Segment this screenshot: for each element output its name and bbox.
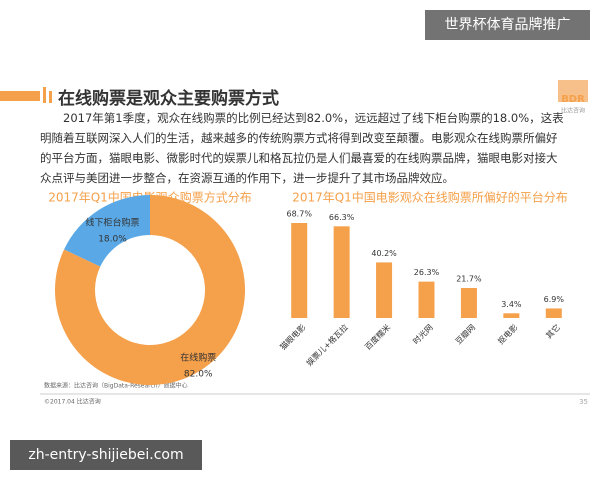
x-tick-label: 豆瓣网 bbox=[453, 322, 477, 346]
page-number: 35 bbox=[579, 398, 588, 406]
x-tick-label: 娱票儿+格瓦拉 bbox=[304, 322, 350, 368]
bar bbox=[291, 223, 308, 318]
bar-value: 6.9% bbox=[544, 295, 565, 304]
title-bar bbox=[0, 91, 40, 101]
donut-slice bbox=[55, 195, 245, 385]
slice-value: 18.0% bbox=[98, 234, 127, 244]
bar bbox=[460, 287, 477, 318]
x-tick-label: 百度糯米 bbox=[363, 322, 393, 352]
paragraph: 2017年第1季度，观众在线购票的比例已经达到82.0%，远远超过了线下柜台购票… bbox=[40, 111, 564, 185]
bar-value: 26.3% bbox=[414, 268, 440, 277]
bar-value: 40.2% bbox=[371, 249, 397, 258]
bar-value: 21.7% bbox=[456, 274, 482, 283]
copyright: ©2017.04 比达咨询 bbox=[44, 398, 101, 406]
logo-shape bbox=[558, 80, 588, 102]
bar bbox=[333, 226, 350, 318]
overlay-label: 世界杯体育品牌推广 bbox=[425, 10, 590, 40]
bar bbox=[418, 281, 435, 318]
bar-value: 66.3% bbox=[329, 213, 355, 222]
slice-label: 在线购票 bbox=[180, 351, 216, 363]
charts: 2017年Q1中国电影观众购票方式分布线下柜台购票18.0%在线购票82.0%2… bbox=[48, 190, 568, 385]
slide-title: 在线购票是观众主要购票方式 bbox=[58, 89, 279, 109]
bar-value: 3.4% bbox=[501, 300, 522, 309]
bar-value: 68.7% bbox=[287, 210, 313, 219]
slice-value: 82.0% bbox=[184, 369, 213, 379]
bar bbox=[545, 308, 562, 318]
donut-slice bbox=[64, 195, 150, 267]
x-tick-label: 抠电影 bbox=[495, 322, 519, 346]
watermark: zh-entry-shijiebei.com bbox=[10, 440, 202, 470]
slice-label: 线下柜台购票 bbox=[85, 216, 139, 228]
x-tick-label: 时光网 bbox=[411, 322, 435, 346]
logo-name: 比达咨询 bbox=[561, 107, 585, 115]
x-tick-label: 其它 bbox=[544, 322, 562, 340]
x-tick-label: 猫眼电影 bbox=[278, 322, 308, 352]
bar bbox=[376, 262, 393, 318]
title-tick bbox=[49, 91, 52, 103]
source: 数据来源：比达咨询（BigData-Research）数据中心 bbox=[44, 382, 188, 390]
bar bbox=[503, 313, 520, 318]
title-tick bbox=[43, 87, 46, 103]
chart-title: 2017年Q1中国电影观众在线购票所偏好的平台分布 bbox=[292, 190, 568, 205]
logo-abbr: BDR bbox=[561, 94, 585, 105]
